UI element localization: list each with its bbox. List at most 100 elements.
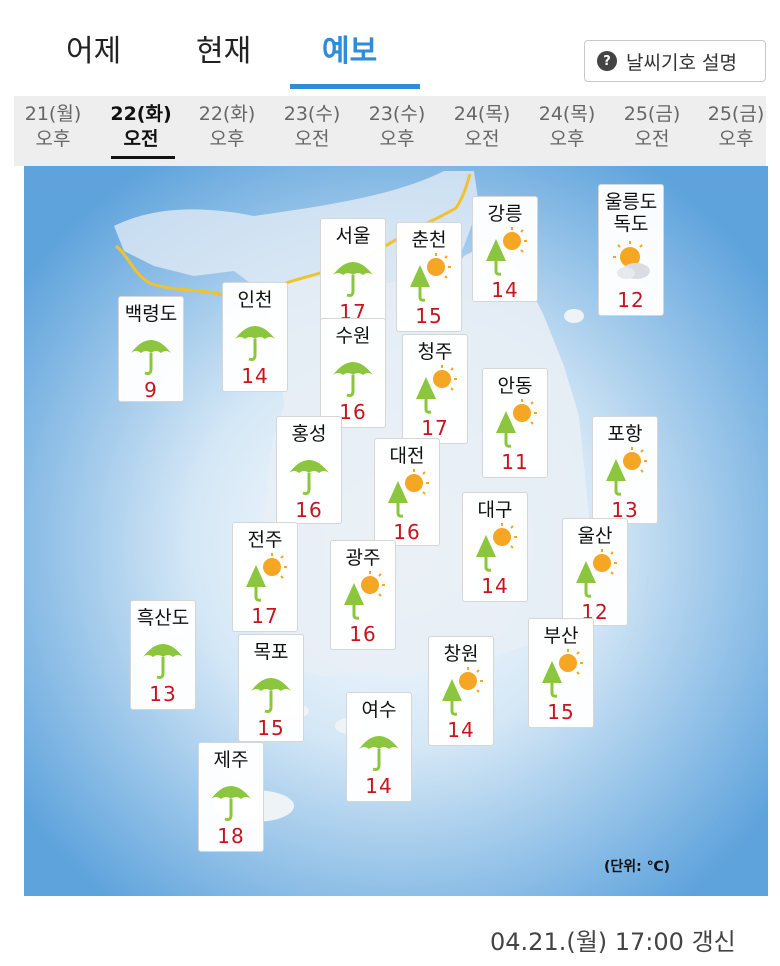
time-option[interactable]: 25(금) 오전 xyxy=(623,103,681,150)
city-card-incheon[interactable]: 인천 14 xyxy=(222,282,288,392)
city-name: 청주 xyxy=(417,341,453,363)
city-temperature: 14 xyxy=(447,718,475,742)
time-option[interactable]: 25(금) 오후 xyxy=(707,103,765,150)
city-temperature: 17 xyxy=(339,300,367,324)
city-name: 인천 xyxy=(237,289,273,311)
city-card-chuncheon[interactable]: 춘천 15 xyxy=(396,222,462,332)
city-card-changwon[interactable]: 창원 14 xyxy=(428,636,494,746)
city-temperature: 14 xyxy=(491,278,519,302)
active-tab-indicator xyxy=(290,84,420,89)
city-temperature: 18 xyxy=(217,824,245,848)
city-card-jeonju[interactable]: 전주 17 xyxy=(232,522,298,632)
city-card-hongseong[interactable]: 홍성 16 xyxy=(276,416,342,524)
city-name: 목포 xyxy=(253,641,289,663)
city-temperature: 15 xyxy=(415,304,443,328)
time-option[interactable]: 21(월) 오후 xyxy=(24,103,82,150)
city-card-baengnyeongdo[interactable]: 백령도 9 xyxy=(118,296,184,402)
tab-yesterday[interactable]: 어제 xyxy=(66,34,122,69)
city-name: 백령도 xyxy=(124,303,178,325)
city-name: 안동 xyxy=(497,375,533,397)
city-card-cheongju[interactable]: 청주 17 xyxy=(402,334,468,444)
time-option[interactable]: 24(목) 오전 xyxy=(453,103,511,150)
rain-sun-icon xyxy=(496,399,537,448)
city-card-daejeon[interactable]: 대전 16 xyxy=(374,438,440,546)
time-selector: 21(월) 오후 22(화) 오전 22(화) 오후 23(수) 오전 23(수) 오후 … xyxy=(14,96,766,166)
city-temperature: 15 xyxy=(547,700,575,724)
city-name: 대전 xyxy=(389,445,425,467)
city-card-andong[interactable]: 안동 11 xyxy=(482,368,548,478)
city-temperature: 16 xyxy=(295,498,323,522)
city-name: 대구 xyxy=(477,499,513,521)
rain-sun-icon xyxy=(442,667,483,716)
city-temperature: 13 xyxy=(611,498,639,522)
city-name: 부산 xyxy=(543,625,579,647)
weather-symbol-legend-button[interactable]: ? 날씨기호 설명 xyxy=(584,40,766,82)
city-card-ulleungdo-dokdo[interactable]: 울릉도 독도 12 xyxy=(598,184,664,316)
city-name: 포항 xyxy=(607,423,643,445)
city-card-pohang[interactable]: 포항 13 xyxy=(592,416,658,524)
rain-sun-icon xyxy=(606,447,647,496)
selected-time-indicator xyxy=(111,156,175,159)
time-option[interactable]: 24(목) 오후 xyxy=(538,103,596,150)
city-temperature: 14 xyxy=(481,574,509,598)
city-temperature: 15 xyxy=(257,716,285,740)
city-temperature: 9 xyxy=(144,378,158,402)
city-card-heuksando[interactable]: 흑산도 13 xyxy=(130,600,196,710)
question-icon: ? xyxy=(597,51,617,71)
city-name: 홍성 xyxy=(291,423,327,445)
rain-sun-icon xyxy=(476,523,517,572)
city-name: 제주 xyxy=(213,749,249,771)
weather-map: 백령도 9 인천 14 서울 17 춘천 15 강릉 14 울릉도 독도 12 … xyxy=(24,166,768,896)
city-card-daegu[interactable]: 대구 14 xyxy=(462,492,528,602)
unit-label: (단위: ℃) xyxy=(604,859,670,875)
rain-sun-icon xyxy=(344,571,385,620)
city-card-gangneung[interactable]: 강릉 14 xyxy=(472,196,538,302)
city-card-mokpo[interactable]: 목포 15 xyxy=(238,634,304,742)
last-updated: 04.21.(월) 17:00 갱신 xyxy=(490,928,736,956)
rain-icon xyxy=(235,326,275,361)
time-option-selected[interactable]: 22(화) 오전 xyxy=(110,103,172,150)
tab-forecast[interactable]: 예보 xyxy=(322,34,378,69)
city-temperature: 14 xyxy=(241,364,269,388)
city-card-yeosu[interactable]: 여수 14 xyxy=(346,692,412,802)
city-name: 강릉 xyxy=(487,203,523,225)
city-name: 울릉도 독도 xyxy=(604,191,658,235)
time-option[interactable]: 23(수) 오전 xyxy=(283,103,341,150)
city-card-suwon[interactable]: 수원 16 xyxy=(320,318,386,428)
city-name: 서울 xyxy=(335,225,371,247)
city-temperature: 16 xyxy=(393,520,421,544)
city-temperature: 17 xyxy=(421,416,449,440)
city-name: 수원 xyxy=(335,325,371,347)
city-name: 여수 xyxy=(361,699,397,721)
time-option[interactable]: 23(수) 오후 xyxy=(368,103,426,150)
partly-cloudy-icon xyxy=(613,241,650,279)
rain-sun-icon xyxy=(542,649,583,698)
rain-sun-icon xyxy=(416,365,457,414)
forecast-tabs: 어제 현재 예보 ? 날씨기호 설명 xyxy=(0,0,780,90)
rain-sun-icon xyxy=(486,227,527,276)
rain-icon xyxy=(131,340,171,375)
city-card-jeju[interactable]: 제주 18 xyxy=(198,742,264,852)
rain-sun-icon xyxy=(576,549,617,598)
rain-icon xyxy=(289,460,329,495)
rain-icon xyxy=(251,678,291,713)
city-temperature: 16 xyxy=(349,622,377,646)
city-card-gwangju[interactable]: 광주 16 xyxy=(330,540,396,650)
city-name: 울산 xyxy=(577,525,613,547)
city-temperature: 16 xyxy=(339,400,367,424)
city-temperature: 12 xyxy=(617,288,645,312)
city-temperature: 13 xyxy=(149,682,177,706)
city-temperature: 17 xyxy=(251,604,279,628)
city-card-seoul[interactable]: 서울 17 xyxy=(320,218,386,328)
legend-button-label: 날씨기호 설명 xyxy=(626,51,737,74)
rain-icon xyxy=(143,644,183,679)
rain-sun-icon xyxy=(410,253,451,302)
tab-current[interactable]: 현재 xyxy=(196,34,252,69)
city-card-busan[interactable]: 부산 15 xyxy=(528,618,594,728)
city-temperature: 12 xyxy=(581,600,609,624)
rain-sun-icon xyxy=(388,469,429,518)
time-option[interactable]: 22(화) 오후 xyxy=(198,103,256,150)
rain-icon xyxy=(333,362,373,397)
city-name: 창원 xyxy=(443,643,479,665)
city-card-ulsan[interactable]: 울산 12 xyxy=(562,518,628,626)
